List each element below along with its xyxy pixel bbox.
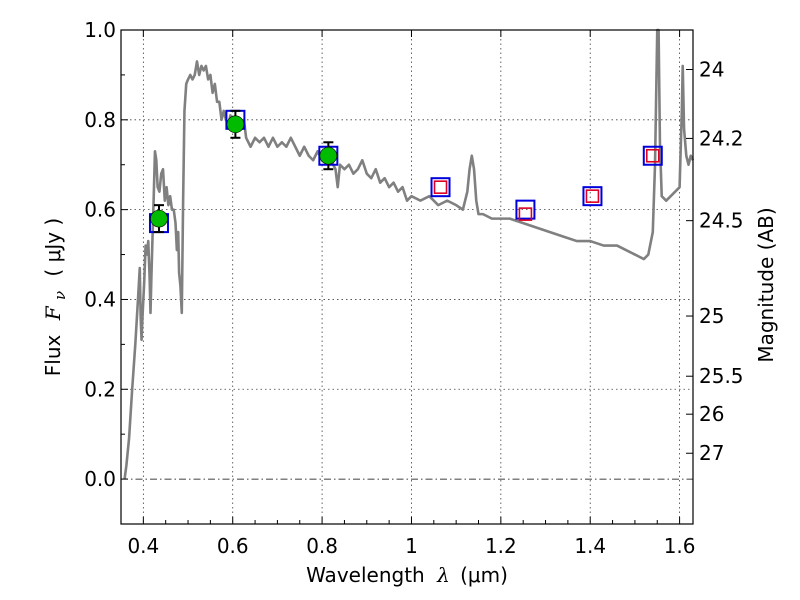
- model-box-marker: [582, 186, 603, 207]
- measured-flux-point: [150, 209, 168, 228]
- model-spectrum-line: [123, 28, 695, 480]
- x-tick-label: 0.6: [217, 534, 249, 558]
- axis-ticks: 0.4 0.6 0.8 1 1.2 1.4 1.6 0.0 0.2 0.4 0.6 0.8 1.0 24 2…: [84, 18, 743, 558]
- y2-tick-label: 26: [699, 402, 724, 426]
- y-tick-label: 0.4: [84, 287, 116, 311]
- y-tick-label: 0.0: [84, 467, 116, 491]
- y-tick-label: 0.8: [84, 108, 116, 132]
- plot-area: [123, 28, 695, 480]
- model-flux-marker: [433, 180, 448, 194]
- x-axis-label: Wavelength λ (μm): [306, 563, 508, 587]
- y2-tick-label: 24: [699, 58, 724, 82]
- model-flux-marker: [518, 207, 533, 221]
- y2-tick-label: 25.5: [699, 364, 744, 388]
- y2-axis-label: Magnitude (AB): [754, 207, 778, 362]
- model-flux-marker: [585, 189, 600, 203]
- measured-flux-point: [319, 146, 338, 165]
- model-box-marker: [642, 145, 663, 166]
- model-box-marker: [430, 177, 451, 198]
- model-flux-marker: [645, 148, 660, 163]
- x-tick-label: 0.8: [306, 534, 338, 558]
- y-tick-label: 0.2: [84, 377, 116, 401]
- x-tick-label: 1.2: [485, 534, 517, 558]
- x-tick-label: 1.6: [664, 534, 696, 558]
- grid: [121, 30, 693, 524]
- y2-tick-label: 24.5: [699, 209, 744, 233]
- y2-tick-label: 24.2: [699, 126, 744, 150]
- y2-tick-label: 27: [699, 441, 724, 465]
- y-axis-label: Flux F ν ( μJy ): [41, 218, 70, 376]
- x-tick-label: 1: [405, 534, 418, 558]
- y-tick-label: 0.6: [84, 198, 116, 222]
- model-box-marker: [515, 199, 536, 220]
- y2-tick-label: 25: [699, 304, 724, 328]
- x-tick-label: 0.4: [127, 534, 159, 558]
- y-tick-label: 1.0: [84, 18, 116, 42]
- x-tick-label: 1.4: [574, 534, 606, 558]
- plot-frame: [120, 29, 694, 525]
- measured-flux-point: [226, 115, 245, 134]
